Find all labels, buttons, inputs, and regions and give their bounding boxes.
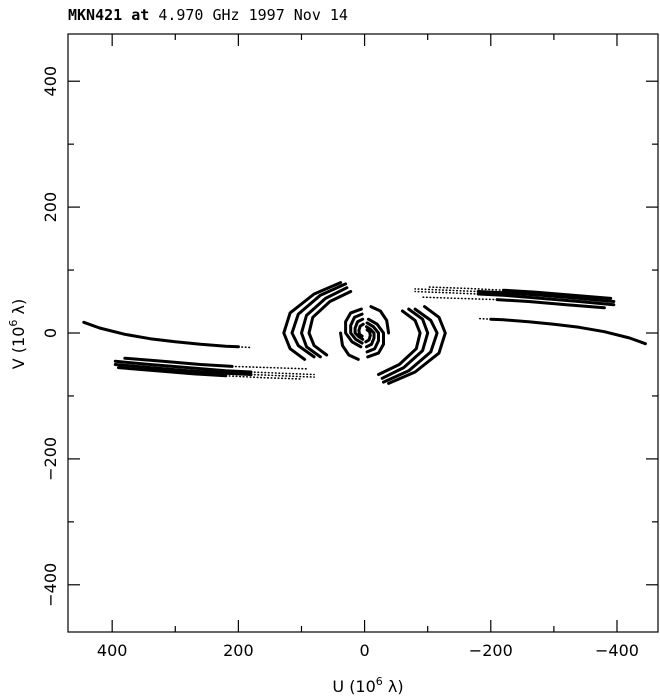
- uv-track-3: [477, 317, 492, 320]
- axis-ticks: [68, 34, 658, 632]
- uv-track-5: [250, 371, 315, 376]
- uv-track-9: [231, 365, 309, 370]
- uv-track-25: [380, 307, 430, 380]
- uv-track-33: [365, 325, 376, 349]
- uv-track-17: [420, 296, 498, 301]
- uv-track-34: [357, 322, 365, 338]
- plot-frame: [67, 33, 659, 633]
- title-source: MKN421: [68, 6, 123, 24]
- uv-track-21: [300, 286, 349, 359]
- uv-track-31: [365, 321, 380, 354]
- uv-track-0: [82, 320, 240, 349]
- y-axis-label: V (106 λ): [7, 299, 28, 369]
- title-date: 1997 Nov 14: [248, 6, 348, 24]
- uv-track-30: [349, 312, 364, 345]
- x-tick-label-1: 200: [223, 641, 254, 660]
- uv-track-2: [489, 317, 647, 346]
- uv-track-12: [476, 292, 616, 307]
- y-tick-label-1: 200: [41, 192, 60, 223]
- y-axis-label-exponent: 6: [7, 320, 20, 327]
- uv-track-23: [282, 281, 343, 361]
- uv-track-1: [237, 346, 252, 349]
- y-tick-label-3: −200: [41, 437, 60, 481]
- y-axis-label-prefix: V (10: [9, 327, 28, 370]
- uv-track-8: [123, 356, 234, 368]
- uv-track-16: [495, 298, 606, 310]
- chart-title: MKN421 at 4.970 GHz 1997 Nov 14: [68, 6, 348, 24]
- uv-track-37: [369, 305, 391, 335]
- x-tick-label-2: 0: [359, 641, 369, 660]
- x-tick-label-0: 400: [97, 641, 128, 660]
- uv-track-22: [307, 290, 353, 357]
- uv-track-6: [113, 363, 253, 376]
- y-tick-label-2: 0: [41, 328, 60, 338]
- title-frequency: 4.970 GHz: [158, 6, 240, 24]
- uv-track-35: [364, 328, 372, 344]
- uv-track-7: [250, 373, 315, 378]
- y-tick-labels: 400 200 0 −200 −400: [41, 66, 60, 607]
- uv-track-10: [117, 366, 228, 378]
- uv-track-26: [377, 309, 422, 376]
- uv-track-15: [414, 288, 479, 293]
- uv-track-18: [501, 288, 613, 300]
- x-axis-label-suffix: λ): [383, 677, 404, 696]
- title-at: at: [131, 6, 150, 24]
- x-axis-label-prefix: U (10: [332, 677, 375, 696]
- uv-track-29: [366, 317, 385, 359]
- uv-track-24: [382, 307, 439, 384]
- x-tick-labels: 400 200 0 −200 −400: [97, 641, 639, 660]
- uv-track-11: [225, 375, 303, 380]
- x-axis-label-exponent: 6: [376, 675, 383, 688]
- x-tick-label-3: −200: [469, 641, 513, 660]
- x-tick-label-4: −400: [595, 641, 639, 660]
- uv-track-36: [339, 331, 360, 361]
- uv-track-19: [426, 286, 505, 291]
- uv-track-4: [113, 359, 253, 374]
- uv-track-27: [387, 305, 447, 385]
- uv-track-32: [353, 317, 365, 341]
- uv-track-20: [290, 282, 348, 359]
- uv-track-14: [476, 290, 616, 303]
- uv-tracks: [82, 281, 647, 385]
- uv-track-13: [414, 290, 479, 295]
- x-axis-label: U (106 λ): [332, 675, 403, 696]
- y-tick-label-0: 400: [41, 66, 60, 97]
- y-axis-label-suffix: λ): [9, 299, 28, 320]
- y-tick-label-4: −400: [41, 563, 60, 607]
- uv-track-28: [344, 307, 363, 349]
